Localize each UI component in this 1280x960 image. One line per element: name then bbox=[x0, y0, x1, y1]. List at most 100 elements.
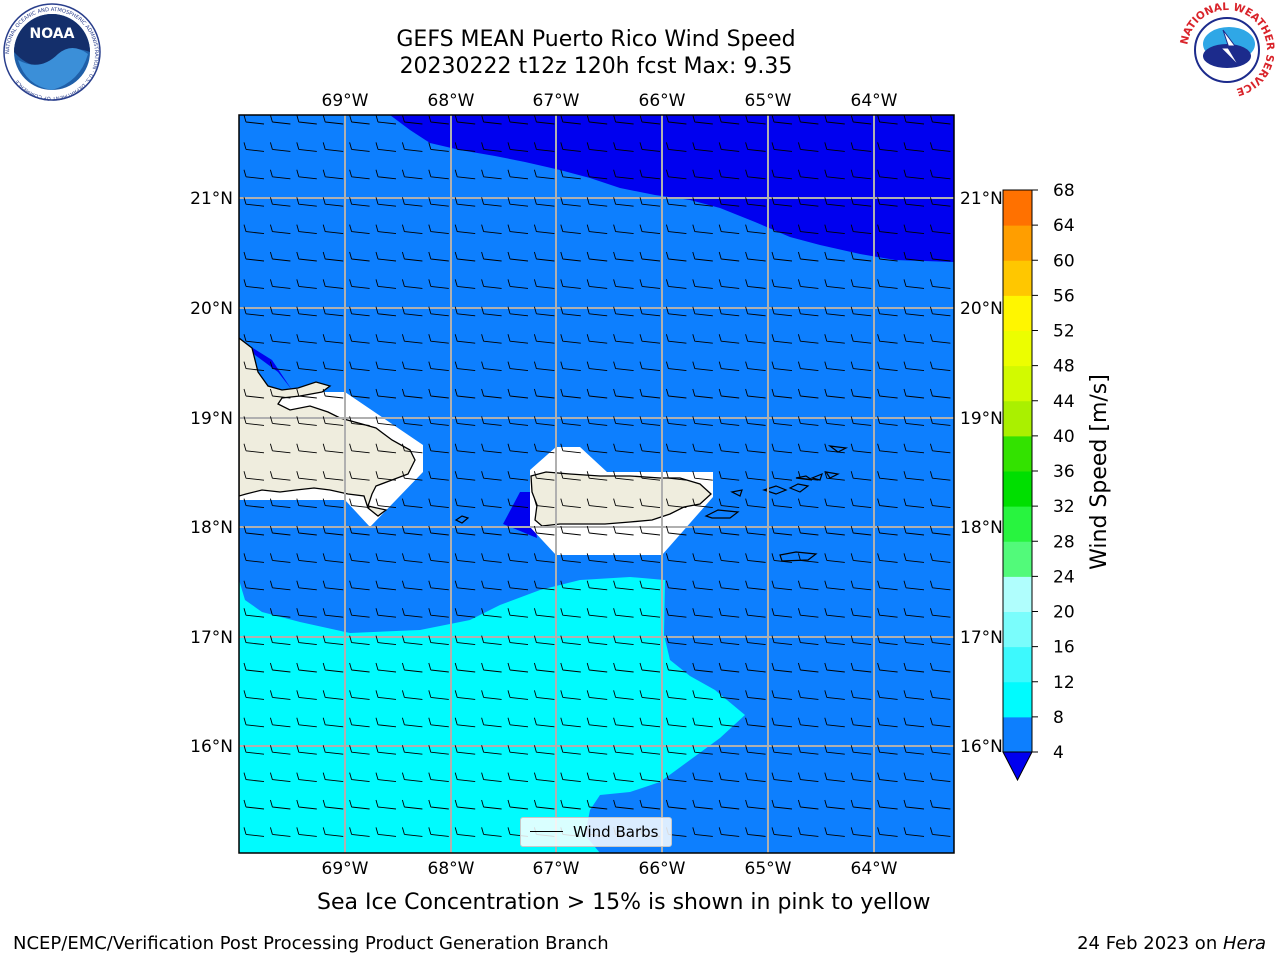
wind-barb bbox=[639, 388, 661, 399]
wind-barb bbox=[692, 251, 713, 262]
wind-barb bbox=[269, 443, 291, 454]
wind-barb bbox=[903, 115, 925, 125]
wind-barb bbox=[586, 388, 608, 399]
wind-barb bbox=[507, 745, 529, 755]
lon-tick-label: 67°W bbox=[533, 91, 580, 111]
wind-barb bbox=[560, 251, 581, 262]
wind-barb bbox=[401, 115, 423, 125]
wind-barb bbox=[507, 498, 529, 509]
wind-barb bbox=[560, 416, 581, 426]
lon-tick-label: 65°W bbox=[745, 91, 792, 111]
wind-barb bbox=[586, 662, 608, 673]
wind-barb bbox=[665, 580, 687, 591]
wind-barb bbox=[428, 471, 449, 481]
wind-barb bbox=[454, 388, 476, 399]
wind-barb bbox=[771, 115, 793, 125]
wind-barb bbox=[903, 279, 925, 289]
wind-barb bbox=[322, 498, 344, 509]
wind-barb bbox=[349, 361, 370, 372]
wind-barb bbox=[771, 799, 793, 810]
wind-barb bbox=[665, 115, 687, 125]
wind-barb bbox=[533, 690, 555, 700]
wind-barb bbox=[243, 142, 265, 152]
wind-barb bbox=[718, 306, 740, 317]
wind-barb bbox=[428, 306, 449, 317]
wind-barb bbox=[824, 251, 845, 262]
wind-barb bbox=[903, 306, 925, 317]
wind-barb bbox=[481, 251, 502, 262]
wind-barb bbox=[929, 115, 951, 125]
wind-barb bbox=[613, 416, 634, 426]
wind-barb bbox=[243, 471, 265, 481]
wind-barb bbox=[454, 745, 476, 755]
wind-barb bbox=[375, 334, 397, 344]
wind-barb bbox=[771, 251, 793, 262]
wind-barb bbox=[454, 471, 476, 481]
svg-text:NOAA: NOAA bbox=[30, 26, 75, 42]
wind-barb bbox=[507, 471, 529, 481]
wind-barb bbox=[929, 306, 951, 317]
wind-barb bbox=[613, 142, 634, 152]
wind-barb bbox=[613, 361, 634, 372]
wind-barb bbox=[454, 717, 476, 728]
wind-barb bbox=[824, 525, 845, 536]
wind-barb bbox=[718, 635, 740, 646]
wind-barb bbox=[481, 717, 502, 728]
wind-barb bbox=[507, 525, 529, 536]
wind-barb bbox=[533, 471, 555, 481]
wind-barb bbox=[665, 635, 687, 646]
wind-barb bbox=[824, 772, 845, 783]
wind-barb bbox=[481, 142, 502, 152]
wind-barb bbox=[639, 334, 661, 344]
wind-barb bbox=[824, 690, 845, 700]
wind-barb bbox=[533, 279, 555, 289]
wind-barb bbox=[665, 388, 687, 399]
wind-barb bbox=[929, 197, 951, 207]
wind-barb bbox=[613, 443, 634, 454]
wind-barb bbox=[903, 690, 925, 700]
wind-barb bbox=[824, 142, 845, 152]
colorbar-segment bbox=[1003, 330, 1032, 367]
wind-barb bbox=[877, 827, 898, 837]
wind-barb bbox=[349, 635, 370, 646]
wind-barb bbox=[665, 279, 687, 289]
wind-barb bbox=[428, 115, 449, 125]
colorbar-tick-label: 60 bbox=[1053, 251, 1075, 271]
wind-barb bbox=[586, 635, 608, 646]
wind-barb bbox=[903, 553, 925, 563]
wind-barb bbox=[797, 306, 819, 317]
wind-barb bbox=[877, 115, 898, 125]
colorbar-tick-label: 44 bbox=[1053, 392, 1075, 412]
wind-barb bbox=[771, 471, 793, 481]
wind-barb bbox=[481, 334, 502, 344]
wind-barb bbox=[560, 717, 581, 728]
lon-tick-label: 68°W bbox=[428, 91, 475, 111]
wind-barb bbox=[797, 580, 819, 591]
wind-barb bbox=[533, 115, 555, 125]
wind-barb bbox=[797, 498, 819, 509]
wind-barb bbox=[929, 416, 951, 426]
wind-barb bbox=[375, 498, 397, 509]
wind-barb bbox=[613, 388, 634, 399]
wind-barb bbox=[797, 553, 819, 563]
wind-barb bbox=[533, 334, 555, 344]
wind-barb bbox=[586, 580, 608, 591]
colorbar-segment bbox=[1003, 365, 1032, 402]
wind-barb bbox=[797, 635, 819, 646]
wind-barb bbox=[269, 224, 291, 235]
wind-barb bbox=[850, 717, 872, 728]
wind-barb bbox=[665, 416, 687, 426]
colorbar-segment bbox=[1003, 611, 1032, 648]
wind-barb bbox=[349, 662, 370, 673]
wind-fill-below-4 bbox=[390, 115, 954, 262]
wind-barb bbox=[877, 279, 898, 289]
wind-barb bbox=[533, 224, 555, 235]
wind-barb bbox=[824, 580, 845, 591]
wind-barb bbox=[929, 799, 951, 810]
wind-barb bbox=[824, 662, 845, 673]
wind-barb bbox=[850, 608, 872, 618]
wind-barb bbox=[428, 525, 449, 536]
wind-barb bbox=[349, 334, 370, 344]
wind-barb bbox=[877, 142, 898, 152]
wind-barb bbox=[322, 553, 344, 563]
